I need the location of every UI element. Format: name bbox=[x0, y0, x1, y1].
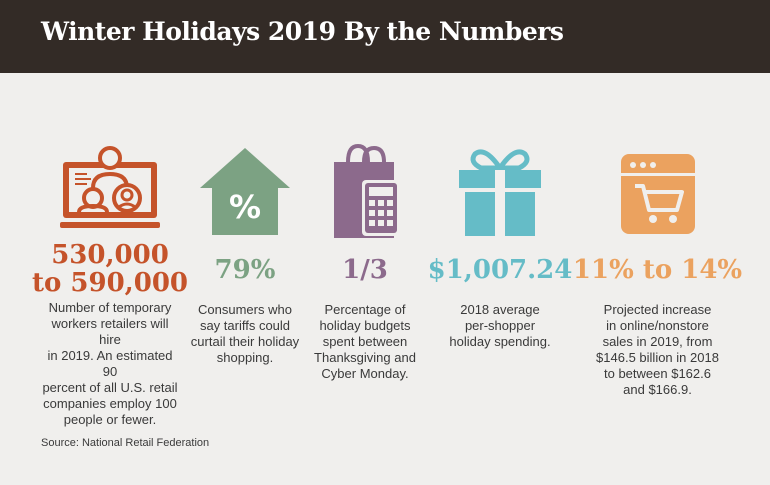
header-bar: Winter Holidays 2019 By the Numbers bbox=[0, 0, 770, 73]
stat-description: Percentage of holiday budgets spent betw… bbox=[314, 302, 416, 381]
svg-text:%: % bbox=[229, 188, 261, 226]
house-percent-icon: % bbox=[200, 148, 290, 235]
browser-cart-icon bbox=[620, 154, 695, 234]
stat-description: 2018 average per-shopper holiday spendin… bbox=[449, 302, 551, 349]
shopping-bag-calculator-icon bbox=[334, 143, 400, 238]
gift-box-icon bbox=[459, 149, 541, 236]
stat-value: 1/3 bbox=[342, 255, 388, 285]
stat-value: $1,007.24 bbox=[427, 255, 573, 285]
stat-value: 79% bbox=[214, 255, 276, 285]
stat-description: Projected increase in online/nonstore sa… bbox=[596, 302, 719, 397]
stat-average-spending: $1,007.24 2018 average per-shopper holid… bbox=[427, 140, 573, 350]
page-title: Winter Holidays 2019 By the Numbers bbox=[41, 17, 564, 46]
stat-value: 11% to 14% bbox=[572, 255, 743, 285]
stat-value-line1: 530,000 bbox=[51, 240, 169, 270]
stat-online-sales: 11% to 14% Projected increase in online/… bbox=[573, 140, 742, 398]
stat-description: Consumers who say tariffs could curtail … bbox=[190, 302, 300, 365]
computer-users-icon bbox=[60, 146, 160, 228]
stat-value-line2: to 590,000 bbox=[32, 268, 188, 298]
stat-temporary-workers: 530,000 to 590,000 Number of temporary w… bbox=[32, 140, 188, 428]
stat-description: Number of temporary workers retailers wi… bbox=[42, 300, 178, 427]
stat-holiday-budget: 1/3 Percentage of holiday budgets spent … bbox=[305, 140, 425, 382]
stat-tariffs: % 79% Consumers who say tariffs could cu… bbox=[185, 140, 305, 366]
source-note: Source: National Retail Federation bbox=[41, 437, 210, 449]
